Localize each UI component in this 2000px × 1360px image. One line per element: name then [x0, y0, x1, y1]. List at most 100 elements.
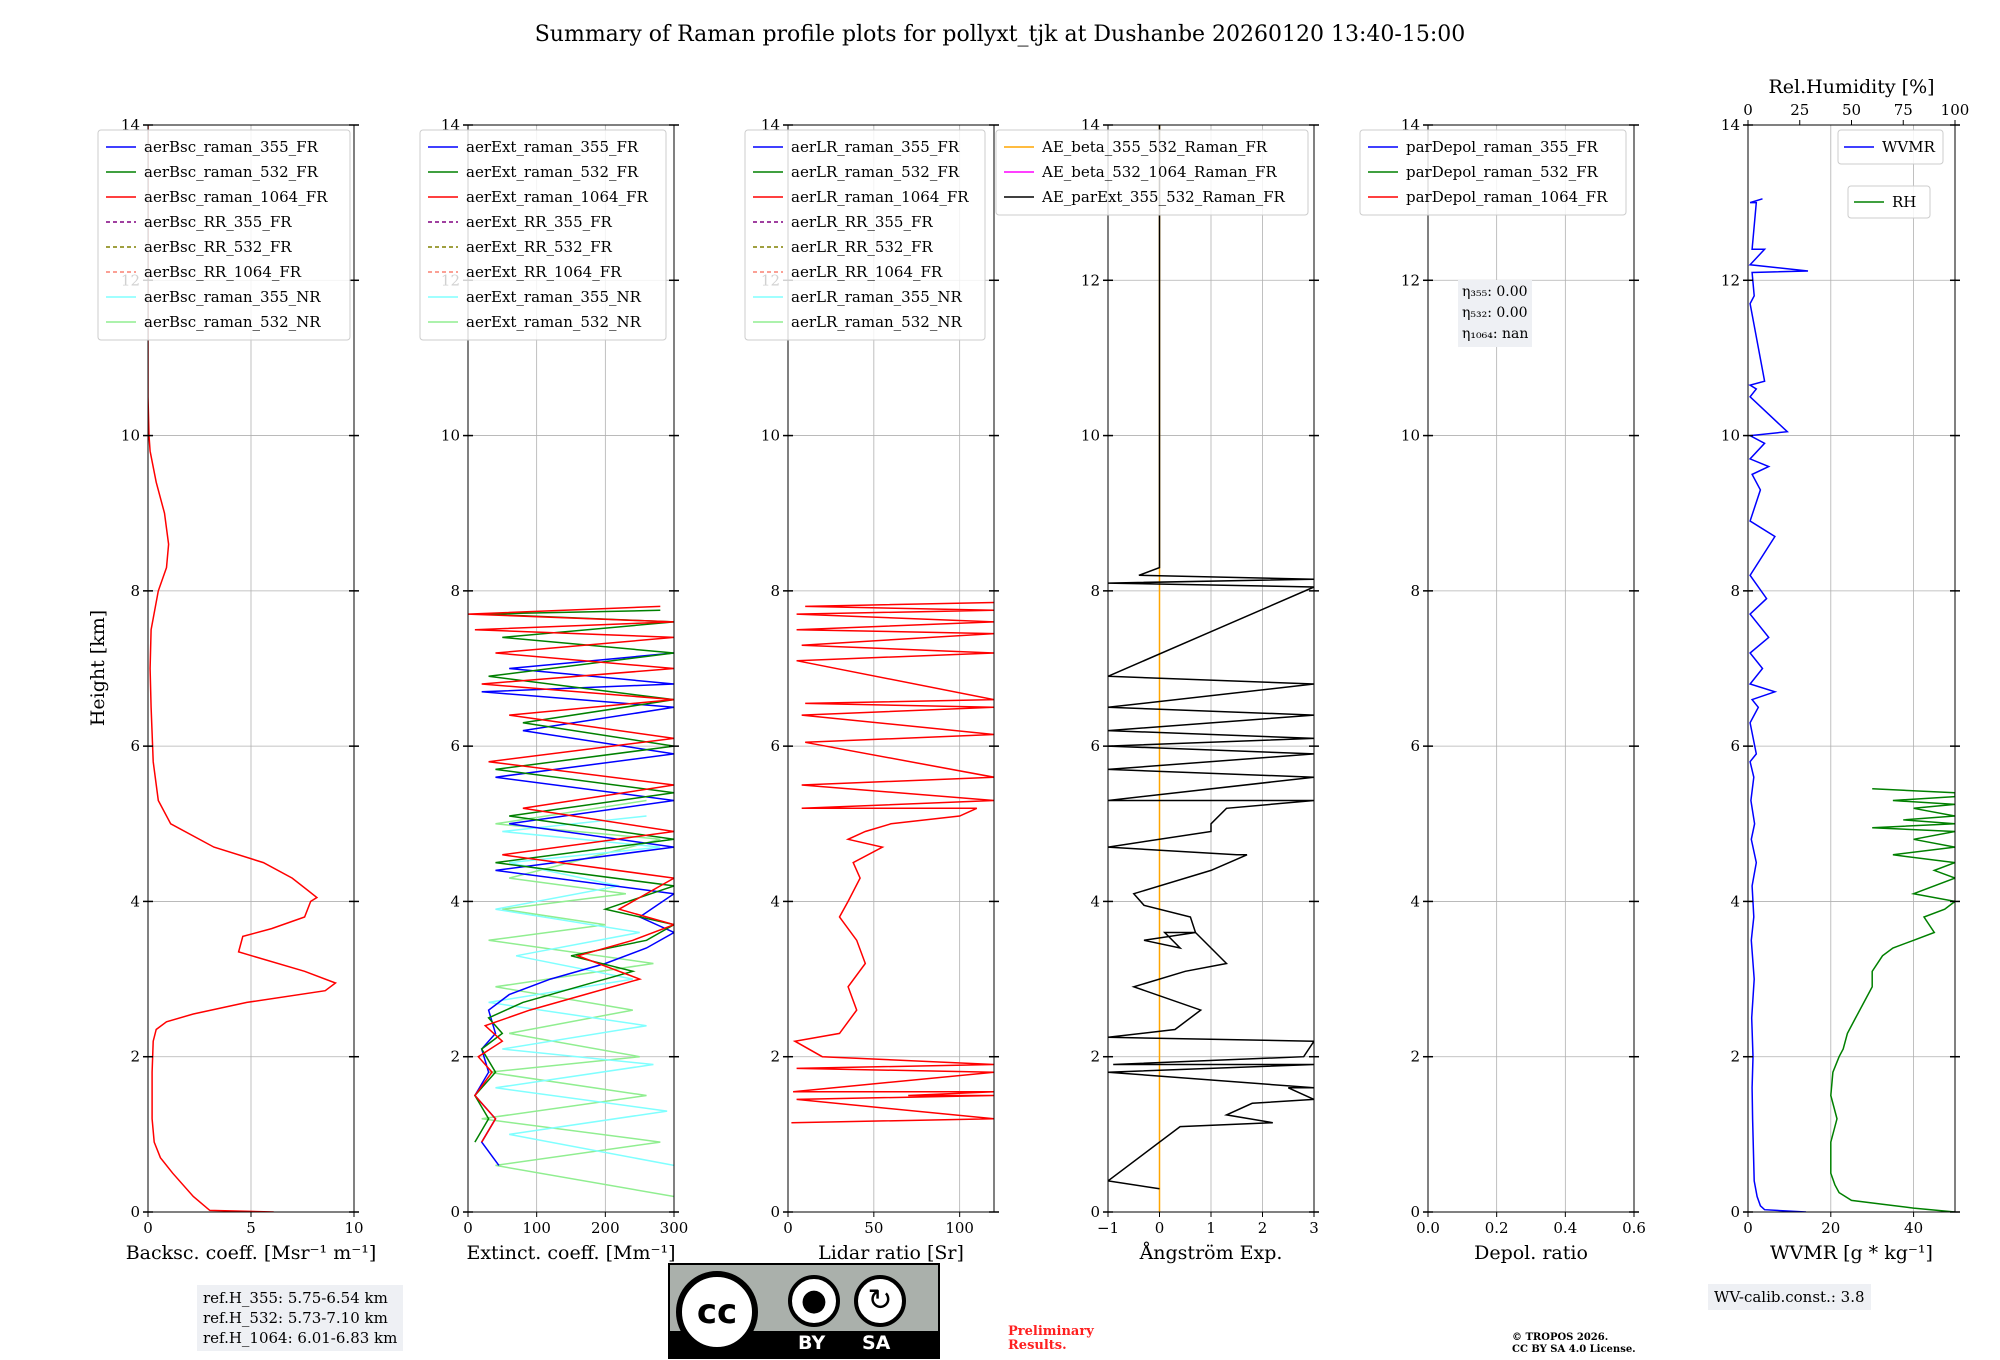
legend-frame [1359, 129, 1627, 216]
panel-bsc: 024681012140510Backsc. coeff. [Msr⁻¹ m⁻¹… [97, 116, 377, 1264]
x-tick-label: 0 [143, 1219, 153, 1237]
y-tick-label: 4 [1730, 892, 1740, 910]
x-tick-label: 0.4 [1553, 1219, 1577, 1237]
eta-box: η₃₅₅: 0.00 η₅₃₂: 0.00 η₁₀₆₄: nan [1458, 280, 1533, 347]
ref-heights-box: ref.H_355: 5.75-6.54 km ref.H_532: 5.73-… [197, 1285, 404, 1351]
panel-ext: 024681012140100200300Extinct. coeff. [Mm… [419, 116, 689, 1264]
y-tick-label: 2 [130, 1048, 140, 1066]
legend-label: aerLR_RR_1064_FR [791, 263, 943, 281]
legend-frame [995, 129, 1309, 216]
y-tick-label: 14 [1721, 116, 1740, 134]
x-axis-label: Depol. ratio [1474, 1242, 1588, 1264]
series-line-aerExt_raman_355_NR [488, 815, 674, 1167]
legend-label: aerExt_raman_355_FR [466, 138, 639, 156]
legend-label: aerExt_raman_1064_FR [466, 188, 648, 206]
x-tick-label: 10 [344, 1219, 363, 1237]
y-tick-label: 6 [1410, 737, 1420, 755]
legend-wvmr: WVMR [1837, 129, 1944, 165]
top-x-tick-label: 75 [1894, 101, 1913, 119]
y-tick-label: 10 [761, 427, 780, 445]
series-line-aerExt_raman_532_FR [473, 609, 674, 1143]
legend-label: parDepol_raman_532_FR [1406, 163, 1599, 181]
axes-frame [1747, 124, 1956, 1213]
legend-label: aerLR_raman_532_NR [791, 313, 962, 331]
y-tick-label: 10 [1721, 427, 1740, 445]
x-tick-label: 0.0 [1416, 1219, 1440, 1237]
legend-label: aerBsc_raman_1064_FR [144, 188, 328, 206]
eta-532: η₅₃₂: 0.00 [1462, 305, 1528, 321]
x-tick-label: 5 [246, 1219, 256, 1237]
x-tick-label: 40 [1904, 1219, 1923, 1237]
legend-frame [744, 129, 986, 341]
x-tick-label: 100 [522, 1219, 551, 1237]
y-tick-label: 10 [441, 427, 460, 445]
legend-label: aerBsc_raman_532_NR [144, 313, 321, 331]
y-tick-label: 10 [1401, 427, 1420, 445]
y-tick-label: 8 [770, 582, 780, 600]
cc-icon: cc [676, 1271, 758, 1353]
legend-label: parDepol_raman_355_FR [1406, 138, 1599, 156]
y-tick-label: 8 [1090, 582, 1100, 600]
copyright-line-2: CC BY SA 4.0 License. [1512, 1344, 1636, 1355]
legend-frame [97, 129, 351, 341]
axes-frame [1427, 124, 1635, 1213]
y-tick-label: 6 [1730, 737, 1740, 755]
x-axis-label: Backsc. coeff. [Msr⁻¹ m⁻¹] [126, 1242, 377, 1264]
series-group [468, 605, 674, 1198]
legend-label: AE_parExt_355_532_Raman_FR [1041, 188, 1286, 206]
x-axis-label: Ångström Exp. [1139, 1242, 1283, 1264]
legend-label: RH [1892, 193, 1916, 211]
x-tick-label: 1 [1206, 1219, 1216, 1237]
series-line-WVMR [1748, 198, 1809, 1212]
top-x-axis-label: Rel.Humidity [%] [1768, 76, 1934, 98]
ref-height-355: ref.H_355: 5.75-6.54 km [203, 1289, 388, 1307]
x-tick-label: 0 [463, 1219, 473, 1237]
series-line-RH [1830, 788, 1955, 1212]
legend-label: aerBsc_RR_355_FR [144, 213, 292, 231]
legend-label: aerExt_RR_532_FR [466, 238, 613, 256]
x-tick-label: 100 [945, 1219, 974, 1237]
legend-label: aerExt_raman_532_NR [466, 313, 642, 331]
y-tick-label: 6 [450, 737, 460, 755]
wv-calib-box: WV-calib.const.: 3.8 [1708, 1284, 1871, 1310]
y-tick-label: 2 [770, 1048, 780, 1066]
y-tick-label: 12 [1081, 271, 1100, 289]
x-tick-label: 0.6 [1622, 1219, 1646, 1237]
series-group [1748, 198, 1955, 1212]
legend-label: AE_beta_532_1064_Raman_FR [1041, 163, 1277, 181]
y-tick-label: 4 [1090, 892, 1100, 910]
y-tick-label: 0 [1730, 1203, 1740, 1221]
x-tick-label: 20 [1821, 1219, 1840, 1237]
series-line-aerBsc_raman_1064_FR [148, 125, 338, 1212]
y-tick-label: 4 [450, 892, 460, 910]
y-tick-label: 6 [770, 737, 780, 755]
y-tick-label: 4 [1410, 892, 1420, 910]
y-tick-label: 2 [1410, 1048, 1420, 1066]
y-tick-label: 2 [1730, 1048, 1740, 1066]
x-tick-label: 2 [1258, 1219, 1268, 1237]
legend-frame [419, 129, 667, 341]
axes-frame [467, 124, 675, 1213]
x-tick-label: 50 [864, 1219, 883, 1237]
legend-label: aerBsc_raman_532_FR [144, 163, 319, 181]
x-tick-label: 0.2 [1485, 1219, 1509, 1237]
legend-rh: RH [1847, 185, 1931, 219]
legend-label: aerExt_raman_532_FR [466, 163, 639, 181]
y-tick-label: 0 [130, 1203, 140, 1221]
legend-label: aerLR_raman_355_FR [791, 138, 960, 156]
y-tick-label: 6 [1090, 737, 1100, 755]
preliminary-line-1: Preliminary [1008, 1324, 1094, 1339]
wv-calib-text: WV-calib.const.: 3.8 [1714, 1288, 1865, 1306]
x-tick-label: 300 [660, 1219, 689, 1237]
legend-label: aerBsc_RR_532_FR [144, 238, 292, 256]
license-by-label: BY [798, 1332, 826, 1354]
x-axis-label: Extinct. coeff. [Mm⁻¹] [466, 1242, 675, 1264]
ref-height-1064: ref.H_1064: 6.01-6.83 km [203, 1329, 398, 1347]
cc-license-badge: cc ● ↻ BY SA [668, 1263, 940, 1359]
chart-title: Summary of Raman profile plots for polly… [534, 22, 1466, 47]
preliminary-line-2: Results. [1008, 1338, 1067, 1353]
axes-frame [787, 124, 995, 1213]
eta-1064: η₁₀₆₄: nan [1462, 326, 1529, 342]
